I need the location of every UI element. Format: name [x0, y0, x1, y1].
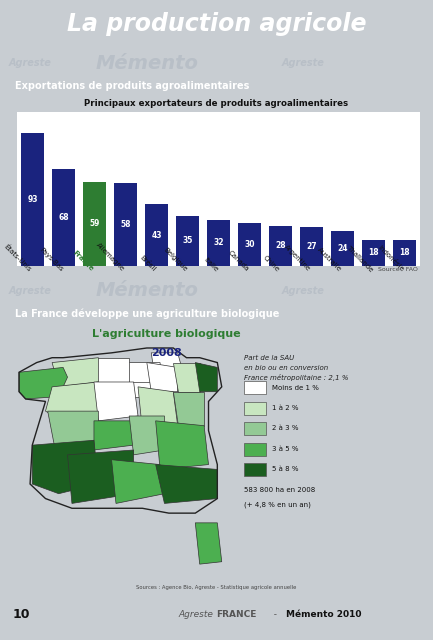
Bar [362, 240, 385, 266]
Bar [21, 133, 45, 266]
Text: 10: 10 [13, 608, 30, 621]
Polygon shape [138, 387, 178, 431]
Text: Source : FAO: Source : FAO [378, 268, 418, 273]
Text: 2 à 3 %: 2 à 3 % [272, 426, 298, 431]
Text: -: - [268, 610, 283, 619]
Bar [52, 169, 75, 266]
Text: Mémento: Mémento [95, 281, 198, 300]
Polygon shape [48, 411, 98, 445]
Text: 58: 58 [120, 220, 131, 229]
Text: La production agricole: La production agricole [67, 12, 366, 36]
Bar [145, 204, 168, 266]
Text: 2008: 2008 [151, 348, 182, 358]
Bar [393, 240, 416, 266]
Polygon shape [195, 523, 222, 564]
Text: Moins de 1 %: Moins de 1 % [272, 385, 319, 390]
Polygon shape [125, 362, 162, 387]
Text: Agreste: Agreste [281, 285, 324, 296]
Text: 35: 35 [182, 236, 193, 245]
Polygon shape [52, 358, 98, 387]
Text: Mémento 2010: Mémento 2010 [286, 610, 361, 619]
FancyBboxPatch shape [243, 442, 266, 456]
Text: 18: 18 [368, 248, 379, 257]
Text: 583 800 ha en 2008: 583 800 ha en 2008 [243, 487, 315, 493]
Polygon shape [45, 382, 98, 421]
FancyBboxPatch shape [243, 463, 266, 476]
Polygon shape [94, 382, 138, 421]
Text: FRANCE: FRANCE [216, 610, 257, 619]
Polygon shape [173, 392, 204, 426]
Text: Mémento: Mémento [95, 54, 198, 73]
Text: 3 à 5 %: 3 à 5 % [272, 445, 298, 452]
Polygon shape [151, 353, 184, 382]
Text: en bio ou en conversion: en bio ou en conversion [243, 365, 328, 371]
Text: 2007: 2007 [324, 116, 359, 129]
Bar [300, 227, 323, 266]
Text: (+ 4,8 % en un an): (+ 4,8 % en un an) [243, 502, 310, 508]
Text: Sources : Agence Bio, Agreste - Statistique agricole annuelle: Sources : Agence Bio, Agreste - Statisti… [136, 585, 297, 590]
FancyBboxPatch shape [243, 422, 266, 435]
Text: Agreste: Agreste [179, 610, 216, 619]
Text: (milliard de dollars): (milliard de dollars) [307, 138, 375, 145]
Bar [207, 220, 230, 266]
Text: Exportations de produits agroalimentaires: Exportations de produits agroalimentaire… [15, 81, 249, 92]
Text: 59: 59 [90, 219, 100, 228]
Bar [238, 223, 261, 266]
Bar [114, 183, 137, 266]
Text: Agreste: Agreste [281, 58, 324, 68]
Text: La France développe une agriculture biologique: La France développe une agriculture biol… [15, 309, 279, 319]
Polygon shape [129, 382, 151, 397]
Text: 32: 32 [213, 238, 224, 247]
Text: 93: 93 [28, 195, 38, 204]
Polygon shape [147, 362, 178, 392]
Text: France métropolitaine : 2,1 %: France métropolitaine : 2,1 % [243, 374, 348, 381]
Text: Agreste: Agreste [9, 285, 52, 296]
Polygon shape [129, 416, 165, 455]
Polygon shape [92, 358, 129, 382]
Text: 1 à 2 %: 1 à 2 % [272, 405, 298, 411]
FancyBboxPatch shape [243, 402, 266, 415]
Text: Part de la SAU: Part de la SAU [243, 355, 294, 361]
Polygon shape [94, 421, 134, 450]
Polygon shape [32, 440, 98, 493]
Polygon shape [195, 362, 217, 392]
Text: L'agriculture biologique: L'agriculture biologique [92, 330, 241, 339]
Polygon shape [19, 367, 68, 399]
Polygon shape [68, 450, 134, 504]
Bar [176, 216, 199, 266]
Text: 30: 30 [244, 240, 255, 249]
Bar [269, 226, 292, 266]
Polygon shape [155, 421, 209, 469]
FancyBboxPatch shape [243, 381, 266, 394]
Polygon shape [173, 362, 200, 392]
Polygon shape [155, 465, 217, 504]
Polygon shape [112, 460, 165, 504]
Text: 28: 28 [275, 241, 286, 250]
Bar [331, 232, 354, 266]
Text: 27: 27 [306, 242, 317, 251]
Text: 24: 24 [337, 244, 348, 253]
Text: Principaux exportateurs de produits agroalimentaires: Principaux exportateurs de produits agro… [84, 99, 349, 108]
Text: 5 à 8 %: 5 à 8 % [272, 466, 298, 472]
Bar [83, 182, 107, 266]
Text: 43: 43 [152, 230, 162, 239]
Text: 18: 18 [399, 248, 410, 257]
Text: Agreste: Agreste [9, 58, 52, 68]
Text: 68: 68 [58, 212, 69, 221]
